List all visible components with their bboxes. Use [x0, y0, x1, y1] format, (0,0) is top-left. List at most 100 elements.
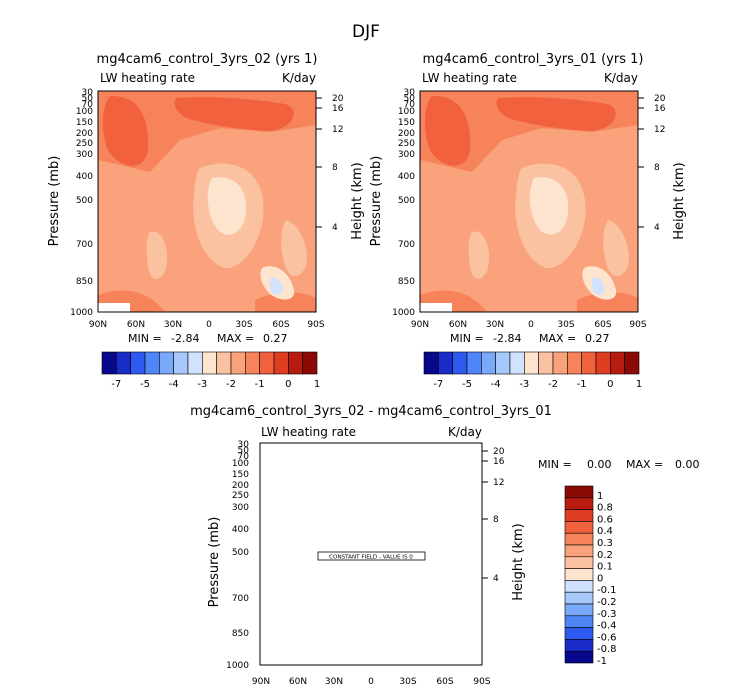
lat-tick: 60S	[594, 320, 611, 330]
colorbar-swatch	[564, 603, 594, 617]
pressure-tick: 100	[232, 459, 249, 469]
colorbar-swatch	[144, 351, 160, 375]
colorbar-swatch	[564, 627, 594, 640]
colorbar-swatch	[452, 351, 468, 375]
panel-left-label: LW heating rate	[100, 71, 195, 85]
pressure-tick: 1000	[226, 661, 249, 671]
pressure-tick: 300	[398, 150, 415, 160]
colorbar-label: -7	[433, 379, 443, 390]
colorbar-label: 0.8	[597, 503, 613, 514]
height-tick: 20	[493, 447, 505, 457]
plot-frame	[259, 442, 483, 666]
diff-title: mg4cam6_control_3yrs_02 - mg4cam6_contro…	[190, 404, 552, 419]
pressure-tick: 250	[232, 491, 249, 501]
min-value: -2.84	[171, 332, 199, 345]
pressure-tick: 70	[82, 100, 94, 110]
lat-tick: 60S	[272, 320, 289, 330]
heatmap-field	[98, 91, 316, 312]
lat-tick: 90S	[307, 320, 324, 330]
pressure-tick: 300	[76, 150, 93, 160]
panel-difference: mg4cam6_control_3yrs_02 - mg4cam6_contro…	[190, 404, 699, 687]
height-tick: 16	[493, 457, 505, 467]
pressure-tick: 1000	[70, 308, 93, 318]
height-tick: 12	[332, 125, 343, 135]
max-label: MAX =	[217, 332, 254, 345]
pressure-tick: 50	[238, 446, 250, 456]
pressure-tick: 200	[232, 481, 249, 491]
pressure-tick: 150	[232, 470, 249, 480]
pressure-axis: 30 50 70 100 150 200 250 300 400 500 700…	[70, 88, 93, 318]
colorbar-swatch	[509, 351, 525, 375]
pressure-tick: 300	[232, 503, 249, 513]
colorbar-swatch	[101, 351, 117, 375]
constant-field-annotation: CONSTANT FIELD - VALUE IS 0	[329, 555, 413, 561]
pressure-tick: 100	[76, 107, 93, 117]
height-tick: 4	[493, 574, 499, 584]
pressure-tick: 850	[398, 277, 415, 287]
height-tick: 8	[654, 163, 660, 173]
pressure-tick: 850	[232, 629, 249, 639]
pressure-tick: 1000	[392, 308, 415, 318]
y-axis-label-right: Height (km)	[511, 523, 526, 600]
colorbar-label: 0	[285, 379, 291, 390]
colorbar-swatch	[495, 351, 511, 375]
colorbar-label: 1	[314, 379, 320, 390]
colorbar-swatch	[564, 556, 594, 569]
lat-tick: 90S	[629, 320, 646, 330]
pressure-tick: 30	[404, 88, 416, 98]
panel-control-01: mg4cam6_control_3yrs_01 (yrs 1) LW heati…	[369, 52, 687, 345]
colorbar-swatch	[230, 351, 246, 375]
pressure-tick: 400	[232, 525, 249, 535]
colorbar-label: -2	[226, 379, 236, 390]
height-tick: 20	[654, 94, 666, 104]
colorbar-label: -1	[597, 656, 607, 667]
colorbar-swatch	[564, 650, 594, 664]
lat-axis: 90N 60N 30N 0 30S 60S 90S	[411, 320, 647, 330]
pressure-tick: 700	[232, 594, 249, 604]
colorbar-right: -7 -5 -4 -3 -2 -1 0 1	[423, 351, 642, 390]
height-tick: 12	[654, 125, 665, 135]
colorbar-swatch	[259, 351, 275, 375]
colorbar-label: 0	[597, 573, 603, 584]
lat-tick: 30S	[235, 320, 252, 330]
colorbar-swatch	[564, 509, 594, 522]
colorbar-label: 0.4	[597, 526, 613, 537]
colorbar-swatch	[564, 544, 594, 558]
lat-tick: 0	[528, 320, 534, 330]
panel-control-02: mg4cam6_control_3yrs_02 (yrs 1) LW heati…	[47, 52, 365, 345]
colorbar-label: -1	[255, 379, 265, 390]
colorbar-swatch	[564, 485, 594, 499]
pressure-tick: 70	[238, 452, 250, 462]
colorbar-label: -3	[197, 379, 207, 390]
colorbar-swatch	[595, 351, 611, 375]
colorbar-label: 0.6	[597, 514, 613, 525]
diff-right-label: K/day	[448, 425, 482, 439]
colorbar-label: -5	[462, 379, 472, 390]
max-value: 0.00	[675, 458, 700, 471]
colorbar-swatch	[173, 351, 189, 375]
pressure-tick: 500	[232, 548, 249, 558]
height-tick: 4	[332, 223, 338, 233]
pressure-tick: 150	[76, 118, 93, 128]
pressure-axis: 30 50 70 100 150 200 250 300 400 500 700…	[226, 440, 249, 671]
lat-tick: 60S	[436, 677, 453, 687]
height-tick: 12	[493, 478, 504, 488]
pressure-tick: 200	[398, 129, 415, 139]
pressure-axis: 30 50 70 100 150 200 250 300 400 500 700…	[392, 88, 415, 318]
colorbar-label: -0.4	[597, 621, 617, 632]
min-value: -2.84	[493, 332, 521, 345]
lat-axis: 90N 60N 30N 0 30S 60S 90S	[89, 320, 325, 330]
min-label: MIN =	[128, 332, 162, 345]
height-tick: 8	[332, 163, 338, 173]
colorbar-swatch	[564, 580, 594, 593]
colorbar-swatch	[159, 351, 174, 375]
colorbar-swatch	[564, 521, 594, 534]
lat-tick: 30N	[164, 320, 182, 330]
pressure-tick: 400	[76, 172, 93, 182]
colorbar-left: -7 -5 -4 -3 -2 -1 0 1	[101, 351, 320, 390]
colorbar-swatch	[552, 351, 568, 375]
plot-frame	[419, 90, 639, 313]
colorbar-label: -4	[169, 379, 179, 390]
lat-tick: 30S	[557, 320, 574, 330]
